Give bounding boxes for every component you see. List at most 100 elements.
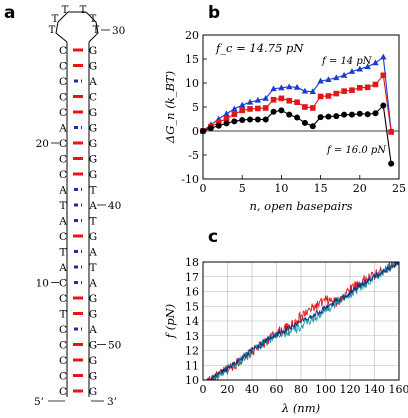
data-point-square bbox=[388, 129, 394, 135]
data-point-circle bbox=[262, 116, 269, 123]
data-point-circle bbox=[341, 111, 348, 118]
y-tick-label: 16 bbox=[185, 286, 199, 299]
data-point-square bbox=[255, 105, 261, 112]
stem-base-left: C bbox=[59, 371, 67, 383]
data-point-circle bbox=[215, 122, 222, 129]
stem-base-left: C bbox=[59, 293, 67, 305]
y-tick-label: 13 bbox=[185, 330, 199, 343]
data-point-triangle bbox=[262, 94, 269, 101]
trace-1 bbox=[207, 262, 397, 380]
data-point-square bbox=[302, 104, 308, 110]
x-tick-label: 10 bbox=[274, 182, 288, 195]
data-point-square bbox=[294, 99, 300, 105]
x-tick-label: 5 bbox=[239, 182, 246, 195]
y-tick-label: 15 bbox=[185, 300, 199, 313]
stem-base-right: G bbox=[89, 386, 97, 398]
panel-b-ticks: 0 5 10 15 20 25 -10 -5 0 5 10 15 20 bbox=[181, 29, 406, 195]
data-point-triangle bbox=[380, 53, 387, 60]
end3-label: 3’ bbox=[107, 396, 117, 408]
stem-base-right: G bbox=[89, 61, 97, 73]
loop-base: T bbox=[80, 5, 87, 16]
stem-base-left: T bbox=[59, 200, 66, 212]
stem-base-right: G bbox=[89, 107, 97, 119]
data-point-square bbox=[223, 115, 230, 122]
stem-base-right: G bbox=[89, 45, 97, 57]
y-tick-label: -5 bbox=[188, 149, 199, 162]
x-tick-label: 20 bbox=[221, 383, 235, 396]
data-point-square bbox=[333, 90, 340, 97]
position-number: 10 bbox=[36, 278, 49, 290]
data-point-square bbox=[247, 106, 253, 112]
data-point-circle bbox=[333, 113, 340, 120]
stem-base-right: A bbox=[88, 76, 97, 88]
data-point-circle bbox=[239, 116, 246, 123]
data-point-square bbox=[317, 93, 324, 100]
stem-base-left: C bbox=[59, 169, 67, 181]
panel-b-xlabel: n, open basepairs bbox=[249, 199, 352, 213]
x-tick-label: 0 bbox=[200, 383, 207, 396]
data-point-triangle bbox=[356, 65, 363, 72]
data-point-triangle bbox=[348, 68, 356, 74]
data-point-square bbox=[349, 87, 355, 93]
stem-base-left: T bbox=[59, 247, 66, 259]
panel-a-letter: a bbox=[4, 3, 15, 23]
data-point-circle bbox=[247, 116, 254, 123]
stem-base-right: G bbox=[89, 309, 97, 321]
y-tick-label: 10 bbox=[185, 77, 199, 90]
stem-base-right: G bbox=[89, 123, 97, 135]
x-tick-label: 20 bbox=[353, 182, 367, 195]
data-point-circle bbox=[348, 111, 355, 118]
trace-0 bbox=[206, 262, 399, 380]
data-point-triangle bbox=[246, 98, 254, 105]
data-point-circle bbox=[388, 160, 395, 167]
y-tick-label: 17 bbox=[185, 271, 199, 284]
data-point-triangle bbox=[325, 76, 332, 83]
x-tick-label: 40 bbox=[245, 383, 259, 396]
y-tick-label: 15 bbox=[185, 53, 199, 66]
y-tick-label: 0 bbox=[192, 125, 199, 138]
data-point-circle bbox=[270, 108, 277, 115]
stem-base-right: G bbox=[89, 169, 97, 181]
data-point-triangle bbox=[278, 84, 285, 91]
stem-base-right: A bbox=[88, 278, 97, 290]
stem-base-left: C bbox=[59, 386, 67, 398]
stem-base-right: G bbox=[89, 355, 97, 367]
x-tick-label: 15 bbox=[314, 182, 328, 195]
data-point-circle bbox=[231, 118, 238, 125]
data-point-square bbox=[341, 88, 347, 94]
data-point-triangle bbox=[333, 74, 340, 81]
stem-base-left: T bbox=[59, 309, 66, 321]
loop-base: T bbox=[52, 14, 59, 25]
annotation-f16: f = 16.0 pN bbox=[326, 145, 387, 156]
loop-base: T bbox=[49, 25, 56, 36]
loop-base: T bbox=[93, 25, 100, 36]
stem-base-left: C bbox=[59, 154, 67, 166]
data-point-square bbox=[309, 105, 316, 111]
stem-base-right: T bbox=[89, 262, 96, 274]
loop-base: T bbox=[62, 5, 69, 16]
position-number: 40 bbox=[108, 200, 121, 212]
stem-base-left: C bbox=[59, 340, 67, 352]
x-tick-label: 140 bbox=[364, 383, 385, 396]
stem-base-right: G bbox=[89, 340, 97, 352]
data-point-circle bbox=[223, 120, 230, 127]
data-point-square bbox=[215, 119, 222, 126]
data-point-circle bbox=[207, 125, 214, 132]
panel-b-ylabel: ΔG_n (k_BT) bbox=[163, 71, 177, 144]
data-point-square bbox=[372, 81, 379, 88]
stem-base-right: G bbox=[89, 154, 97, 166]
data-point-circle bbox=[301, 119, 308, 126]
data-point-square bbox=[239, 107, 245, 114]
panel-c-letter: c bbox=[208, 227, 218, 247]
data-point-circle bbox=[294, 114, 301, 121]
data-point-triangle bbox=[231, 105, 238, 112]
stem-base-left: A bbox=[58, 216, 67, 228]
x-tick-label: 100 bbox=[315, 383, 336, 396]
x-tick-label: 120 bbox=[340, 383, 361, 396]
y-tick-label: 14 bbox=[185, 315, 199, 328]
data-point-circle bbox=[364, 111, 371, 118]
panel-b-letter: b bbox=[208, 3, 220, 23]
